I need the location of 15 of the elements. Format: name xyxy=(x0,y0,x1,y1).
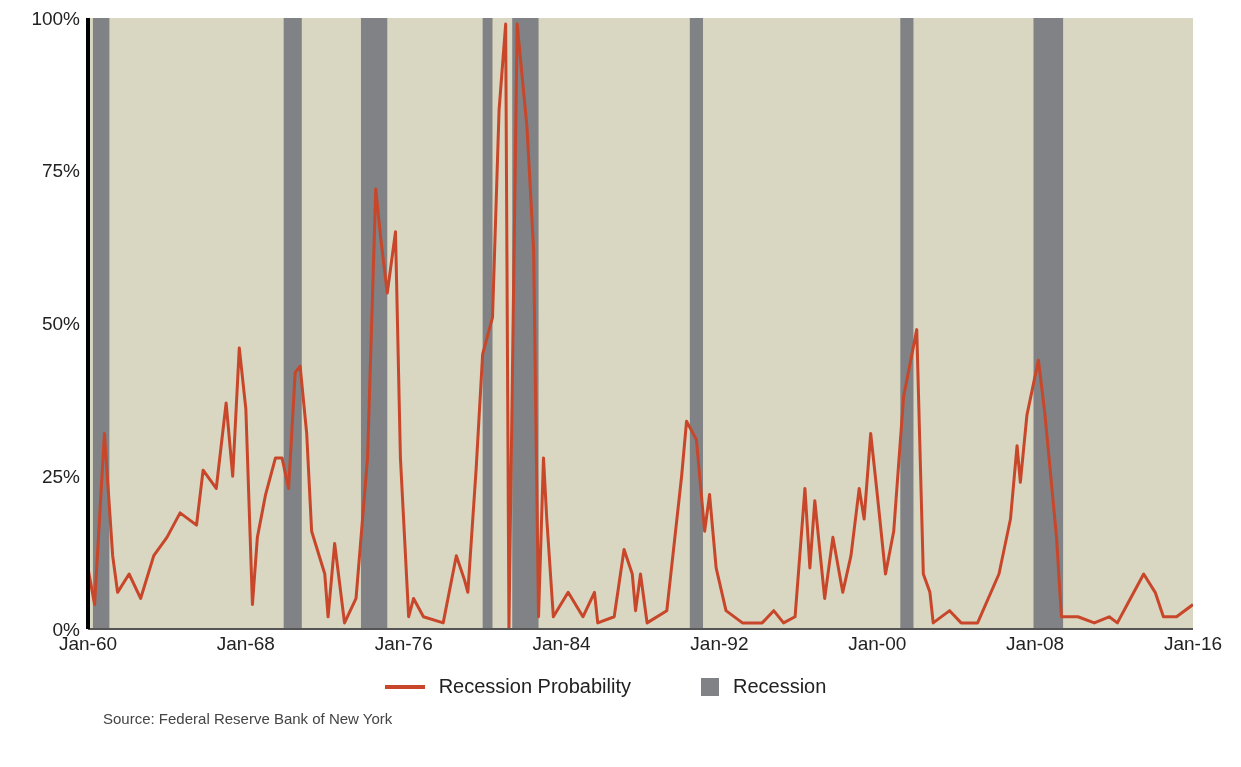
source-note: Source: Federal Reserve Bank of New York xyxy=(102,710,394,727)
legend-label: Recession xyxy=(732,675,827,698)
x-tick-label: Jan-84 xyxy=(532,633,592,655)
x-tick-label: Jan-08 xyxy=(1006,633,1065,655)
x-tick-label: Jan-68 xyxy=(216,633,275,655)
line-series xyxy=(88,22,1193,629)
x-tick-label: Jan-92 xyxy=(690,633,749,655)
y-tick-label: 25% xyxy=(41,465,81,487)
x-tick-label: Jan-00 xyxy=(848,633,907,655)
x-tick-label: Jan-16 xyxy=(1163,633,1223,655)
x-tick-label: Jan-76 xyxy=(374,633,433,655)
y-tick-label: 75% xyxy=(41,160,81,182)
y-tick-label: 50% xyxy=(41,313,81,335)
y-tick-label: 100% xyxy=(31,7,81,29)
legend-label: Recession Probability xyxy=(438,675,631,698)
